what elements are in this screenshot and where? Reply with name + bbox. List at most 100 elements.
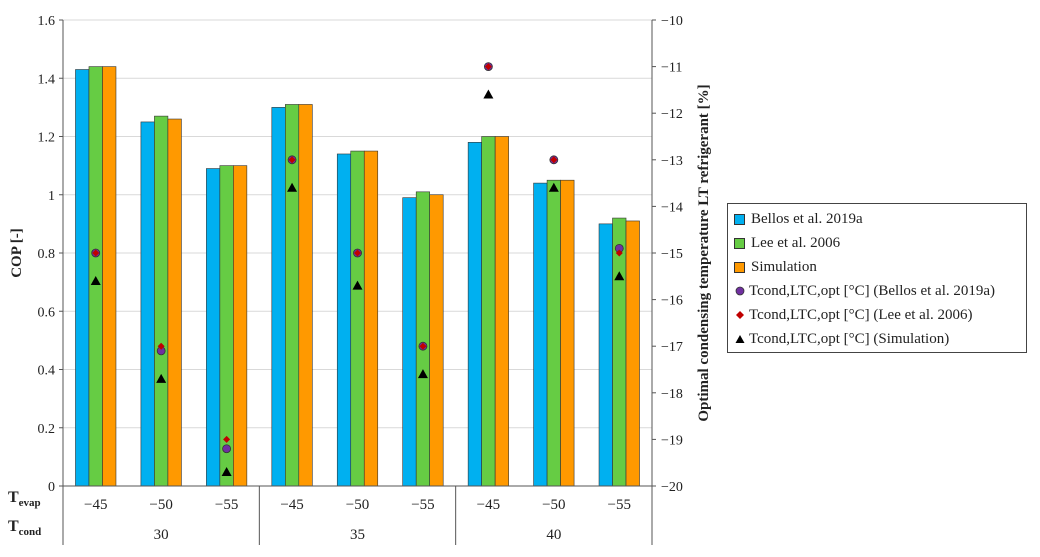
marker-diamond	[550, 156, 558, 164]
legend-item-lee: Lee et al. 2006	[734, 231, 1020, 255]
row-label-evap: Tevap	[8, 489, 41, 509]
bar	[533, 182, 548, 487]
bar	[140, 121, 155, 487]
bar	[429, 194, 444, 487]
y2-axis-title: Optimal condensing temperature LT refrig…	[696, 84, 712, 421]
bar	[481, 136, 496, 487]
bar	[402, 197, 417, 487]
y2-tick-label: −12	[661, 107, 683, 122]
marker-diamond	[419, 342, 427, 350]
marker-diamond	[92, 249, 100, 257]
category-labels: −45 −50 −55 −45 −50 −55 −45 −50 −55 30 35 40	[84, 497, 631, 543]
y2-tick-label: −16	[661, 294, 683, 309]
legend-item-marker-simulation: Tcond,LTC,opt [°C] (Simulation)	[734, 327, 1020, 351]
bar	[415, 191, 430, 487]
y-ticks: 0 0.2 0.4 0.6 0.8 1 1.2 1.4 1.6	[38, 14, 63, 495]
bar	[494, 136, 509, 487]
bar	[233, 165, 248, 487]
legend-item-bellos: Bellos et al. 2019a	[734, 207, 1020, 231]
marker-triangle	[352, 280, 363, 290]
y2-tick-label: −17	[661, 340, 683, 355]
category-label: −45	[84, 497, 107, 513]
marker-diamond	[615, 249, 623, 257]
bar	[298, 104, 313, 487]
marker-diamond	[223, 435, 231, 443]
y-tick-label: 0.2	[38, 422, 56, 437]
y2-tick-label: −15	[661, 247, 683, 262]
legend-label-simulation: Simulation	[751, 258, 817, 275]
legend-label-bellos: Bellos et al. 2019a	[751, 210, 863, 227]
marker-circle	[222, 444, 232, 454]
y2-tick-label: −10	[661, 14, 683, 29]
y-tick-label: 0	[48, 480, 55, 495]
bar	[271, 107, 286, 487]
y2-tick-label: −20	[661, 480, 683, 495]
marker-diamond	[288, 156, 296, 164]
bar	[206, 168, 221, 487]
marker-triangle	[156, 373, 167, 383]
y2-tick-label: −11	[661, 61, 682, 76]
bar	[467, 142, 482, 487]
legend: Bellos et al. 2019a Lee et al. 2006 Simu…	[727, 203, 1027, 353]
category-label: −50	[542, 497, 565, 513]
category-label: −50	[346, 497, 369, 513]
y2-ticks: −10 −11 −12 −13 −14 −15 −16 −17 −18 −19 −20	[652, 14, 683, 495]
legend-label-marker-lee: Tcond,LTC,opt [°C] (Lee et al. 2006)	[749, 306, 973, 323]
legend-label-marker-simulation: Tcond,LTC,opt [°C] (Simulation)	[749, 330, 950, 347]
bar	[363, 150, 379, 487]
group-label: 40	[546, 527, 561, 543]
row-label-evap-main: T	[8, 489, 19, 506]
y-tick-label: 0.4	[38, 364, 56, 379]
y2-tick-label: −13	[661, 154, 683, 169]
bar	[75, 69, 90, 487]
y2-tick-label: −19	[661, 433, 683, 448]
bar	[336, 153, 352, 487]
y-tick-label: 0.6	[38, 305, 56, 320]
row-label-evap-sub: evap	[19, 497, 41, 509]
category-label: −55	[608, 497, 631, 513]
bar	[350, 150, 365, 487]
legend-item-marker-lee: Tcond,LTC,opt [°C] (Lee et al. 2006)	[734, 303, 1020, 327]
legend-swatch-lee	[734, 237, 745, 249]
bar	[154, 115, 169, 487]
category-label: −50	[149, 497, 172, 513]
row-label-cond-sub: cond	[19, 526, 42, 538]
circle-marker-icon	[734, 286, 745, 297]
bar	[546, 179, 561, 487]
bar	[102, 66, 117, 487]
legend-item-marker-bellos: Tcond,LTC,opt [°C] (Bellos et al. 2019a)	[734, 279, 1020, 303]
y-tick-label: 1.2	[38, 131, 56, 146]
marker-triangle	[483, 89, 494, 99]
category-label: −55	[215, 497, 238, 513]
marker-triangle	[90, 275, 101, 285]
marker-triangle	[548, 182, 559, 192]
marker-triangle	[221, 467, 232, 477]
triangle-marker-icon	[734, 334, 745, 345]
marker-triangle	[417, 369, 428, 379]
bar	[625, 220, 640, 487]
y-tick-label: 0.8	[38, 247, 56, 262]
marker-diamond	[484, 63, 492, 71]
legend-label-marker-bellos: Tcond,LTC,opt [°C] (Bellos et al. 2019a)	[749, 282, 996, 299]
category-label: −45	[280, 497, 303, 513]
category-label: −55	[411, 497, 434, 513]
row-label-cond-main: T	[8, 518, 19, 535]
y-tick-label: 1	[48, 189, 55, 204]
bar	[560, 179, 575, 487]
category-label: −45	[477, 497, 500, 513]
y2-tick-label: −18	[661, 387, 683, 402]
bars	[75, 66, 640, 487]
bar	[167, 118, 182, 487]
legend-swatch-simulation	[734, 261, 745, 273]
y-tick-label: 1.4	[38, 72, 56, 87]
marker-triangle	[287, 182, 298, 192]
markers	[90, 62, 625, 477]
y2-tick-label: −14	[661, 200, 683, 215]
marker-diamond	[157, 342, 165, 350]
bar	[598, 223, 613, 487]
bar	[612, 217, 627, 487]
legend-swatch-bellos	[734, 213, 745, 225]
group-separators	[62, 486, 653, 545]
group-label: 35	[350, 527, 365, 543]
